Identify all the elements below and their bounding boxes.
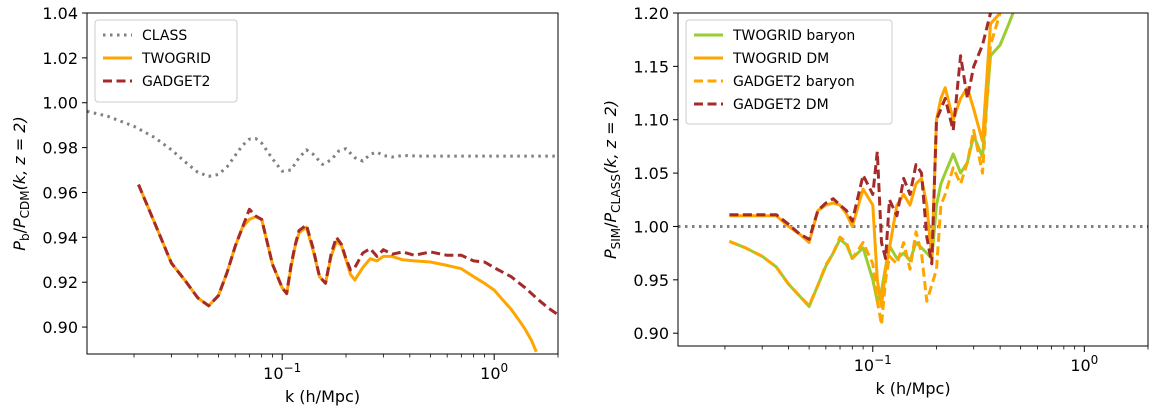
- x-tick-label: 100: [1070, 353, 1098, 375]
- y-tick-label: 1.02: [42, 49, 78, 68]
- legend-label: TWOGRID DM: [732, 51, 829, 67]
- y-tick-label: 0.90: [42, 318, 78, 337]
- y-axis-label: PSIM/PCLASS(k, z = 2): [601, 100, 623, 259]
- series-line-gadget2-dm: [729, 13, 992, 266]
- legend-label: CLASS: [142, 28, 187, 44]
- chart-panel-2: 0.90 0.95 1.00 1.05 1.10 1.15 1.20 10−1 100 k (h/…: [601, 4, 1149, 398]
- y-tick-label: 1.04: [42, 4, 78, 23]
- series-line-class: [87, 109, 558, 178]
- x-axis-label: k (h/Mpc): [875, 379, 950, 398]
- series-line-gadget2-baryon: [728, 13, 1002, 327]
- y-tick-label: 1.00: [42, 94, 78, 113]
- y-tick-label: 1.10: [633, 111, 669, 130]
- y-axis-label: Pb/PCDM(k, z = 2): [10, 116, 32, 250]
- y-tick-label: 1.15: [633, 57, 669, 76]
- y-tick-label: 1.05: [633, 164, 669, 183]
- legend-label: TWOGRID baryon: [732, 28, 855, 44]
- legend-box: [685, 19, 893, 125]
- legend-label: GADGET2 DM: [733, 97, 829, 113]
- legend-label: TWOGRID: [141, 51, 211, 67]
- y-tick-label: 0.98: [42, 139, 78, 158]
- x-tick-label: 10−1: [263, 361, 301, 383]
- y-tick-label: 0.94: [42, 228, 78, 247]
- plot-frame: [677, 12, 1149, 347]
- chart-panel-1: 0.90 0.92 0.94 0.96 0.98 1.00 1.02 1.04 10−1 100 k…: [10, 4, 559, 406]
- legend-label: GADGET2 baryon: [733, 74, 855, 90]
- plot-frame: [86, 12, 559, 355]
- series-line-gadget2: [137, 184, 558, 316]
- y-tick-label: 0.92: [42, 273, 78, 292]
- legend-label: GADGET2: [142, 74, 210, 90]
- y-tick-label: 0.95: [633, 271, 669, 290]
- y-tick-label: 0.90: [633, 324, 669, 343]
- y-tick-label: 1.20: [633, 4, 669, 23]
- y-tick-label: 1.00: [633, 217, 669, 236]
- x-tick-label: 10−1: [854, 353, 892, 375]
- x-tick-label: 100: [480, 361, 508, 383]
- y-tick-label: 0.96: [42, 183, 78, 202]
- x-axis-label: k (h/Mpc): [285, 387, 360, 406]
